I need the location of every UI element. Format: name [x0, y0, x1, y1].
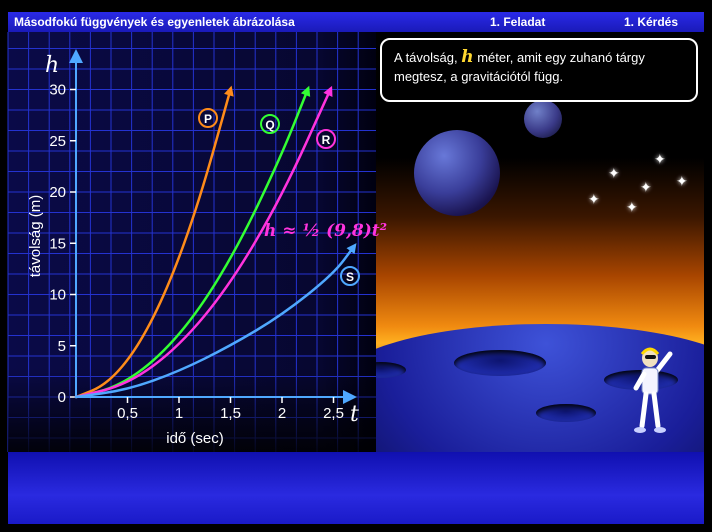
info-variable: h [461, 47, 474, 67]
series-s-line [74, 245, 356, 399]
series-p-badge-circle [198, 108, 218, 128]
series-s-badge-label: S [346, 270, 354, 284]
astronaut-figure-icon[interactable] [628, 346, 676, 436]
x-tick-label: 2,5 [323, 405, 344, 422]
crater [536, 404, 596, 422]
top-bar: Másodfokú függvények és egyenletek ábráz… [8, 12, 704, 32]
y-tick-label: 5 [58, 338, 66, 355]
chart-vignette [8, 32, 376, 452]
task-label[interactable]: 1. Feladat [490, 15, 546, 29]
y-tick-label: 15 [49, 235, 66, 252]
series-p-line [74, 88, 232, 399]
y-tick-label: 25 [49, 133, 66, 150]
chart-labels: P Q R Sh ≈ ½ (9,8)t² h t idő (sec) távolság (m) [27, 53, 387, 447]
series-q-arrow [300, 85, 311, 97]
series-r-arrow [323, 85, 333, 98]
y-tick-label: 20 [49, 184, 66, 201]
series-p-arrow [224, 85, 234, 97]
series-r-line [74, 88, 332, 399]
series-s-arrow [346, 243, 357, 255]
series-q-badge-circle [260, 114, 280, 134]
planet-icon [524, 100, 562, 138]
star-icon: ✦ [626, 199, 638, 215]
lesson-title: Másodfokú függvények és egyenletek ábráz… [14, 15, 295, 29]
x-tick-label: 1 [175, 405, 183, 422]
chart-axes: 0,5 1 1,5 2 2,5 0 5 10 15 20 25 30 [49, 49, 357, 422]
y-axis-title: távolság (m) [27, 195, 44, 278]
planet-icon [414, 130, 500, 216]
x-variable-label: t [350, 402, 359, 427]
info-text-before: A távolság, [394, 50, 458, 65]
crater [376, 362, 406, 378]
y-tick-label: 30 [49, 82, 66, 99]
y-variable-label: h [45, 53, 59, 78]
star-icon: ✦ [608, 165, 620, 181]
star-icon: ✦ [640, 179, 652, 195]
info-text-after: méter, amit egy zuhanó tárgy megtesz, a … [394, 50, 645, 84]
series-r-badge-circle [316, 129, 336, 149]
x-tick-label: 1,5 [220, 405, 241, 422]
star-icon: ✦ [676, 173, 688, 189]
star-icon: ✦ [588, 191, 600, 207]
x-tick-label: 0,5 [117, 405, 138, 422]
series-r-badge-label: R [322, 133, 331, 147]
y-tick-label: 0 [58, 389, 66, 406]
x-axis-title: idő (sec) [166, 430, 224, 447]
info-box: A távolság, h méter, amit egy zuhanó tár… [380, 38, 698, 102]
star-icon: ✦ [654, 151, 666, 167]
series-s-badge-circle [340, 266, 360, 286]
bottom-panel [8, 452, 704, 524]
y-tick-label: 10 [49, 287, 66, 304]
x-tick-label: 2 [278, 405, 286, 422]
chart-series [74, 85, 357, 399]
series-q-badge-label: Q [265, 118, 274, 132]
series-p-badge-label: P [204, 112, 212, 126]
question-label[interactable]: 1. Kérdés [624, 15, 679, 29]
crater [454, 350, 546, 376]
formula-annotation: h ≈ ½ (9,8)t² [264, 221, 387, 241]
